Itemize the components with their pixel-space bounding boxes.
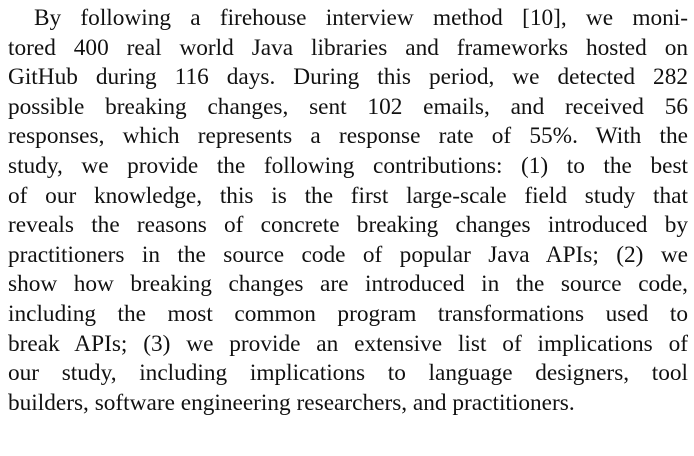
text-line: reveals the reasons of concrete breaking… xyxy=(8,212,688,239)
paper-paragraph: By following a firehouse interview metho… xyxy=(8,4,688,418)
text-line: practitioners in the source code of popu… xyxy=(8,241,688,268)
text-line: our study, including implications to lan… xyxy=(8,360,688,387)
text-line: study, we provide the following contribu… xyxy=(8,152,688,179)
text-line: responses, which represents a response r… xyxy=(8,123,688,150)
text-line: break APIs; (3) we provide an extensive … xyxy=(8,330,688,357)
text-line: GitHub during 116 days. During this peri… xyxy=(8,64,688,91)
text-line: of our knowledge, this is the first larg… xyxy=(8,182,688,209)
text-line: possible breaking changes, sent 102 emai… xyxy=(8,93,688,120)
text-line: tored 400 real world Java libraries and … xyxy=(8,34,688,61)
text-line: By following a firehouse interview metho… xyxy=(34,5,688,31)
text-line: including the most common program transf… xyxy=(8,300,688,327)
text-line: builders, software engineering researche… xyxy=(8,389,575,416)
text-line: show how breaking changes are introduced… xyxy=(8,271,688,298)
